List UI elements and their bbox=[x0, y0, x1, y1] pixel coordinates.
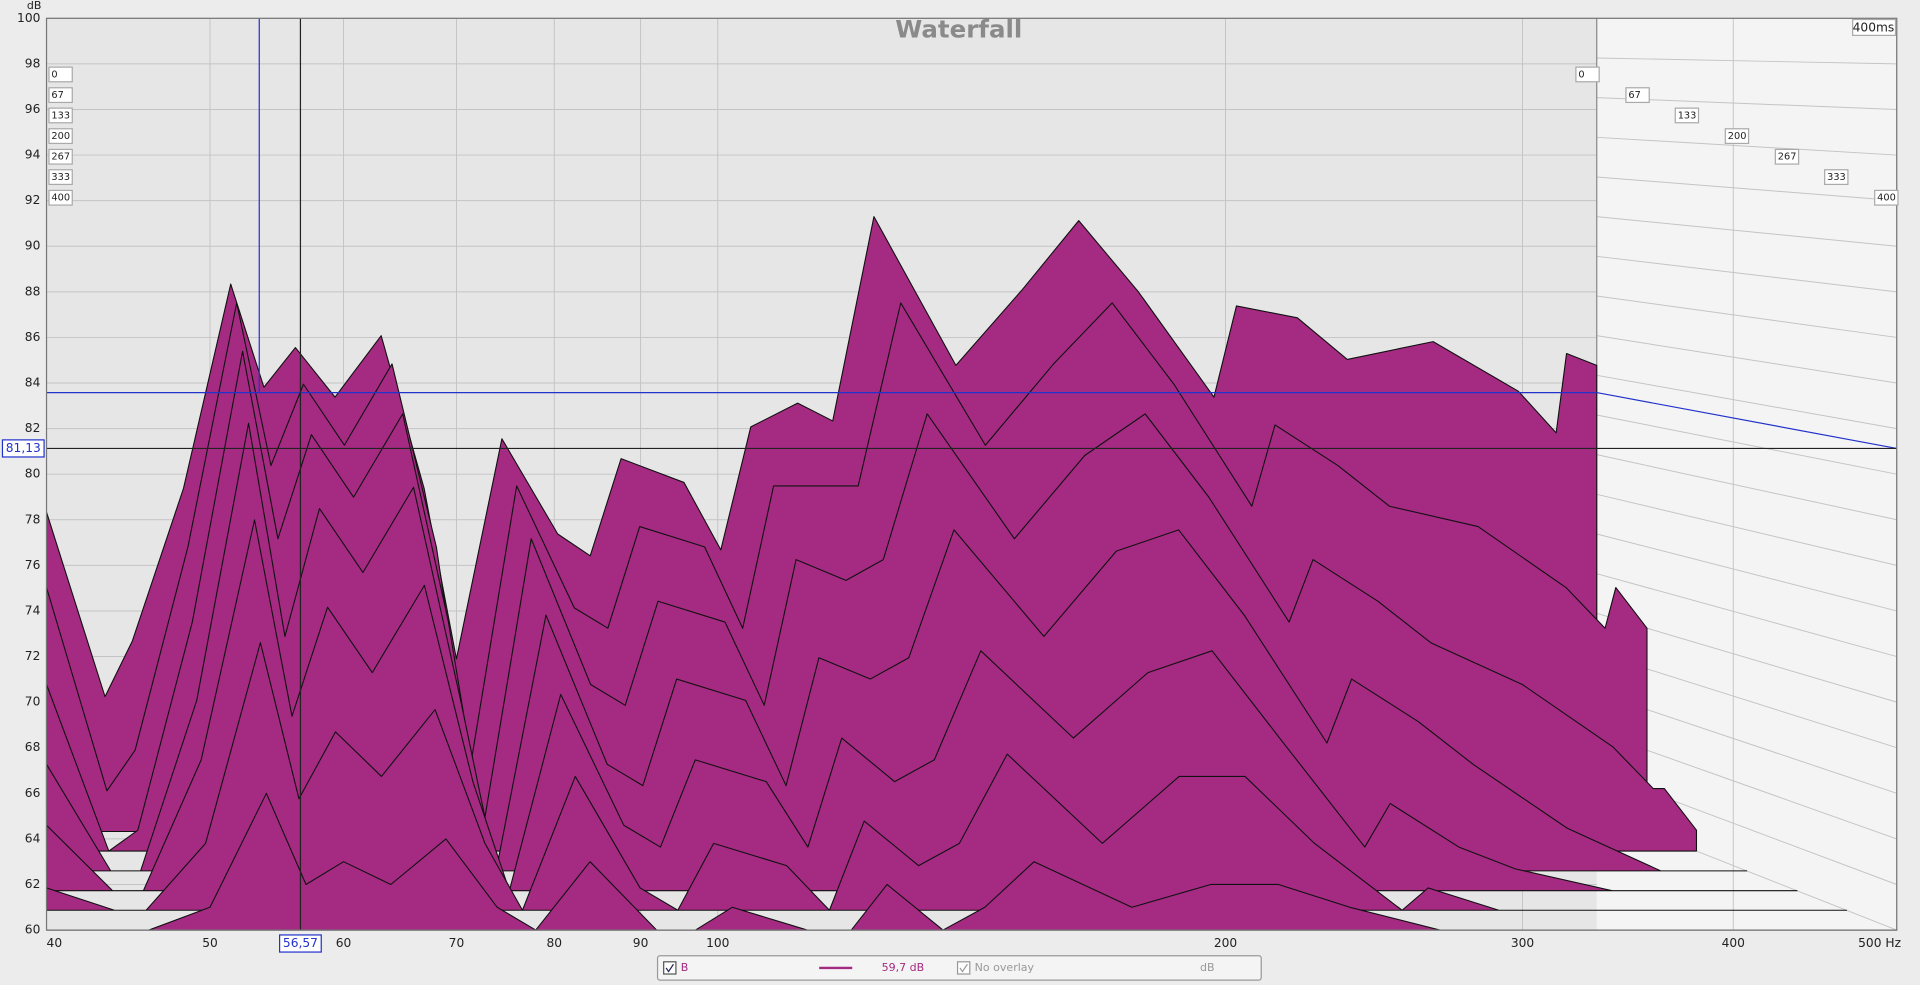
legend-level: 59,7 dB bbox=[882, 961, 925, 974]
z-tick-label: 0 bbox=[1578, 69, 1584, 80]
y-tick-label: 64 bbox=[25, 831, 41, 845]
overlay bbox=[46, 18, 1897, 931]
y-tick-label: 66 bbox=[25, 786, 41, 800]
z-tick-box bbox=[48, 169, 73, 186]
grid-line bbox=[1596, 374, 1897, 430]
z-tick-label: 333 bbox=[1827, 172, 1846, 183]
y-tick-label: 78 bbox=[25, 512, 41, 526]
y-tick-label: 98 bbox=[25, 56, 41, 70]
grid-line bbox=[1596, 414, 1897, 475]
slices bbox=[45, 216, 1898, 931]
x-tick-label: 70 bbox=[449, 936, 465, 950]
x-tick-label: 200 bbox=[1214, 936, 1237, 950]
chart-title: Waterfall bbox=[895, 15, 1022, 44]
z-tick-box bbox=[48, 87, 73, 104]
legend-overlay: No overlay bbox=[975, 961, 1035, 974]
grid-line bbox=[1596, 255, 1897, 293]
depth-label-box bbox=[1852, 18, 1897, 37]
z-tick-box bbox=[1824, 169, 1849, 186]
y-tick-label: 74 bbox=[25, 603, 41, 617]
legend: B 59,7 dB No overlay dB bbox=[656, 955, 1262, 981]
grid-line bbox=[1596, 57, 1897, 65]
z-tick-label: 0 bbox=[51, 69, 57, 80]
y-tick-label: 76 bbox=[25, 558, 41, 572]
z-tick-box bbox=[48, 189, 73, 206]
depth-label: 400ms bbox=[1853, 21, 1895, 35]
grid-line bbox=[1596, 454, 1897, 521]
z-tick-box bbox=[1724, 128, 1750, 145]
z-tick-box bbox=[1674, 107, 1700, 124]
x-tick-label: 40 bbox=[47, 936, 63, 950]
y-tick-label: 100 bbox=[17, 11, 40, 25]
x-tick-label: 300 bbox=[1511, 936, 1534, 950]
y-tick-label: 96 bbox=[25, 102, 41, 116]
x-tick-label: 400 bbox=[1722, 936, 1745, 950]
legend-measurement: B bbox=[681, 961, 689, 974]
z-tick-label: 400 bbox=[1877, 193, 1896, 204]
grid-line bbox=[1596, 533, 1897, 612]
x-tick-label: 500 Hz bbox=[1858, 936, 1901, 950]
z-tick-label: 267 bbox=[51, 152, 70, 163]
x-tick-label: 90 bbox=[633, 936, 649, 950]
plot-border bbox=[45, 17, 1898, 931]
slice bbox=[45, 422, 1748, 872]
z-tick-label: 67 bbox=[1628, 90, 1640, 101]
y-tick-label: 86 bbox=[25, 330, 41, 344]
y-tick-label: 90 bbox=[25, 239, 41, 253]
z-tick-box bbox=[48, 107, 73, 124]
x-tick-label: 50 bbox=[202, 936, 218, 950]
z-tick-box bbox=[48, 148, 73, 165]
z-tick-box bbox=[1874, 189, 1899, 206]
cursor-box bbox=[279, 934, 322, 953]
y-tick-label: 88 bbox=[25, 284, 41, 298]
checkbox[interactable] bbox=[663, 961, 677, 975]
z-tick-label: 267 bbox=[1778, 152, 1797, 163]
check bbox=[665, 963, 674, 973]
z-tick-label: 133 bbox=[51, 110, 70, 121]
grid-line bbox=[1596, 295, 1897, 338]
y-axis-label: dB bbox=[27, 0, 42, 12]
y-tick-label: 94 bbox=[25, 148, 41, 162]
cursor-line bbox=[1596, 391, 1897, 450]
grid-line bbox=[1596, 176, 1897, 202]
grid-line bbox=[1596, 335, 1897, 384]
z-tick-box bbox=[48, 66, 73, 83]
z-tick-box bbox=[1774, 148, 1800, 165]
y-tick-label: 80 bbox=[25, 467, 41, 481]
z-tick-label: 400 bbox=[51, 193, 70, 204]
x-tick-label: 80 bbox=[546, 936, 562, 950]
grid-line bbox=[1596, 573, 1897, 658]
grid-line bbox=[1596, 493, 1897, 566]
checkbox[interactable] bbox=[956, 961, 971, 975]
z-tick-box bbox=[48, 128, 73, 145]
grid-line bbox=[1596, 216, 1897, 247]
y-tick-label: 62 bbox=[25, 877, 41, 891]
y-tick-label: 92 bbox=[25, 193, 41, 207]
y-tick-label: 60 bbox=[25, 923, 41, 937]
y-tick-label: 72 bbox=[25, 649, 41, 663]
z-tick-label: 200 bbox=[1728, 131, 1747, 142]
cursor-y-label: 81,13 bbox=[6, 441, 41, 455]
y-tick-label: 84 bbox=[25, 376, 41, 390]
check bbox=[959, 963, 968, 973]
x-tick-label: 100 bbox=[706, 936, 729, 950]
legend-unit: dB bbox=[1200, 961, 1215, 974]
z-tick-box bbox=[1575, 66, 1600, 83]
z-tick-label: 200 bbox=[51, 131, 70, 142]
z-tick-label: 67 bbox=[51, 90, 63, 101]
y-tick-label: 70 bbox=[25, 695, 41, 709]
z-tick-label: 333 bbox=[51, 172, 70, 183]
grid-line bbox=[1596, 136, 1897, 156]
cursor-box bbox=[1, 439, 45, 458]
z-tick-box bbox=[1625, 87, 1650, 104]
z-tick-label: 133 bbox=[1678, 110, 1697, 121]
cursor-x-label: 56,57 bbox=[283, 936, 318, 950]
y-tick-label: 82 bbox=[25, 421, 41, 435]
x-tick-label: 60 bbox=[336, 936, 352, 950]
y-tick-label: 68 bbox=[25, 740, 41, 754]
